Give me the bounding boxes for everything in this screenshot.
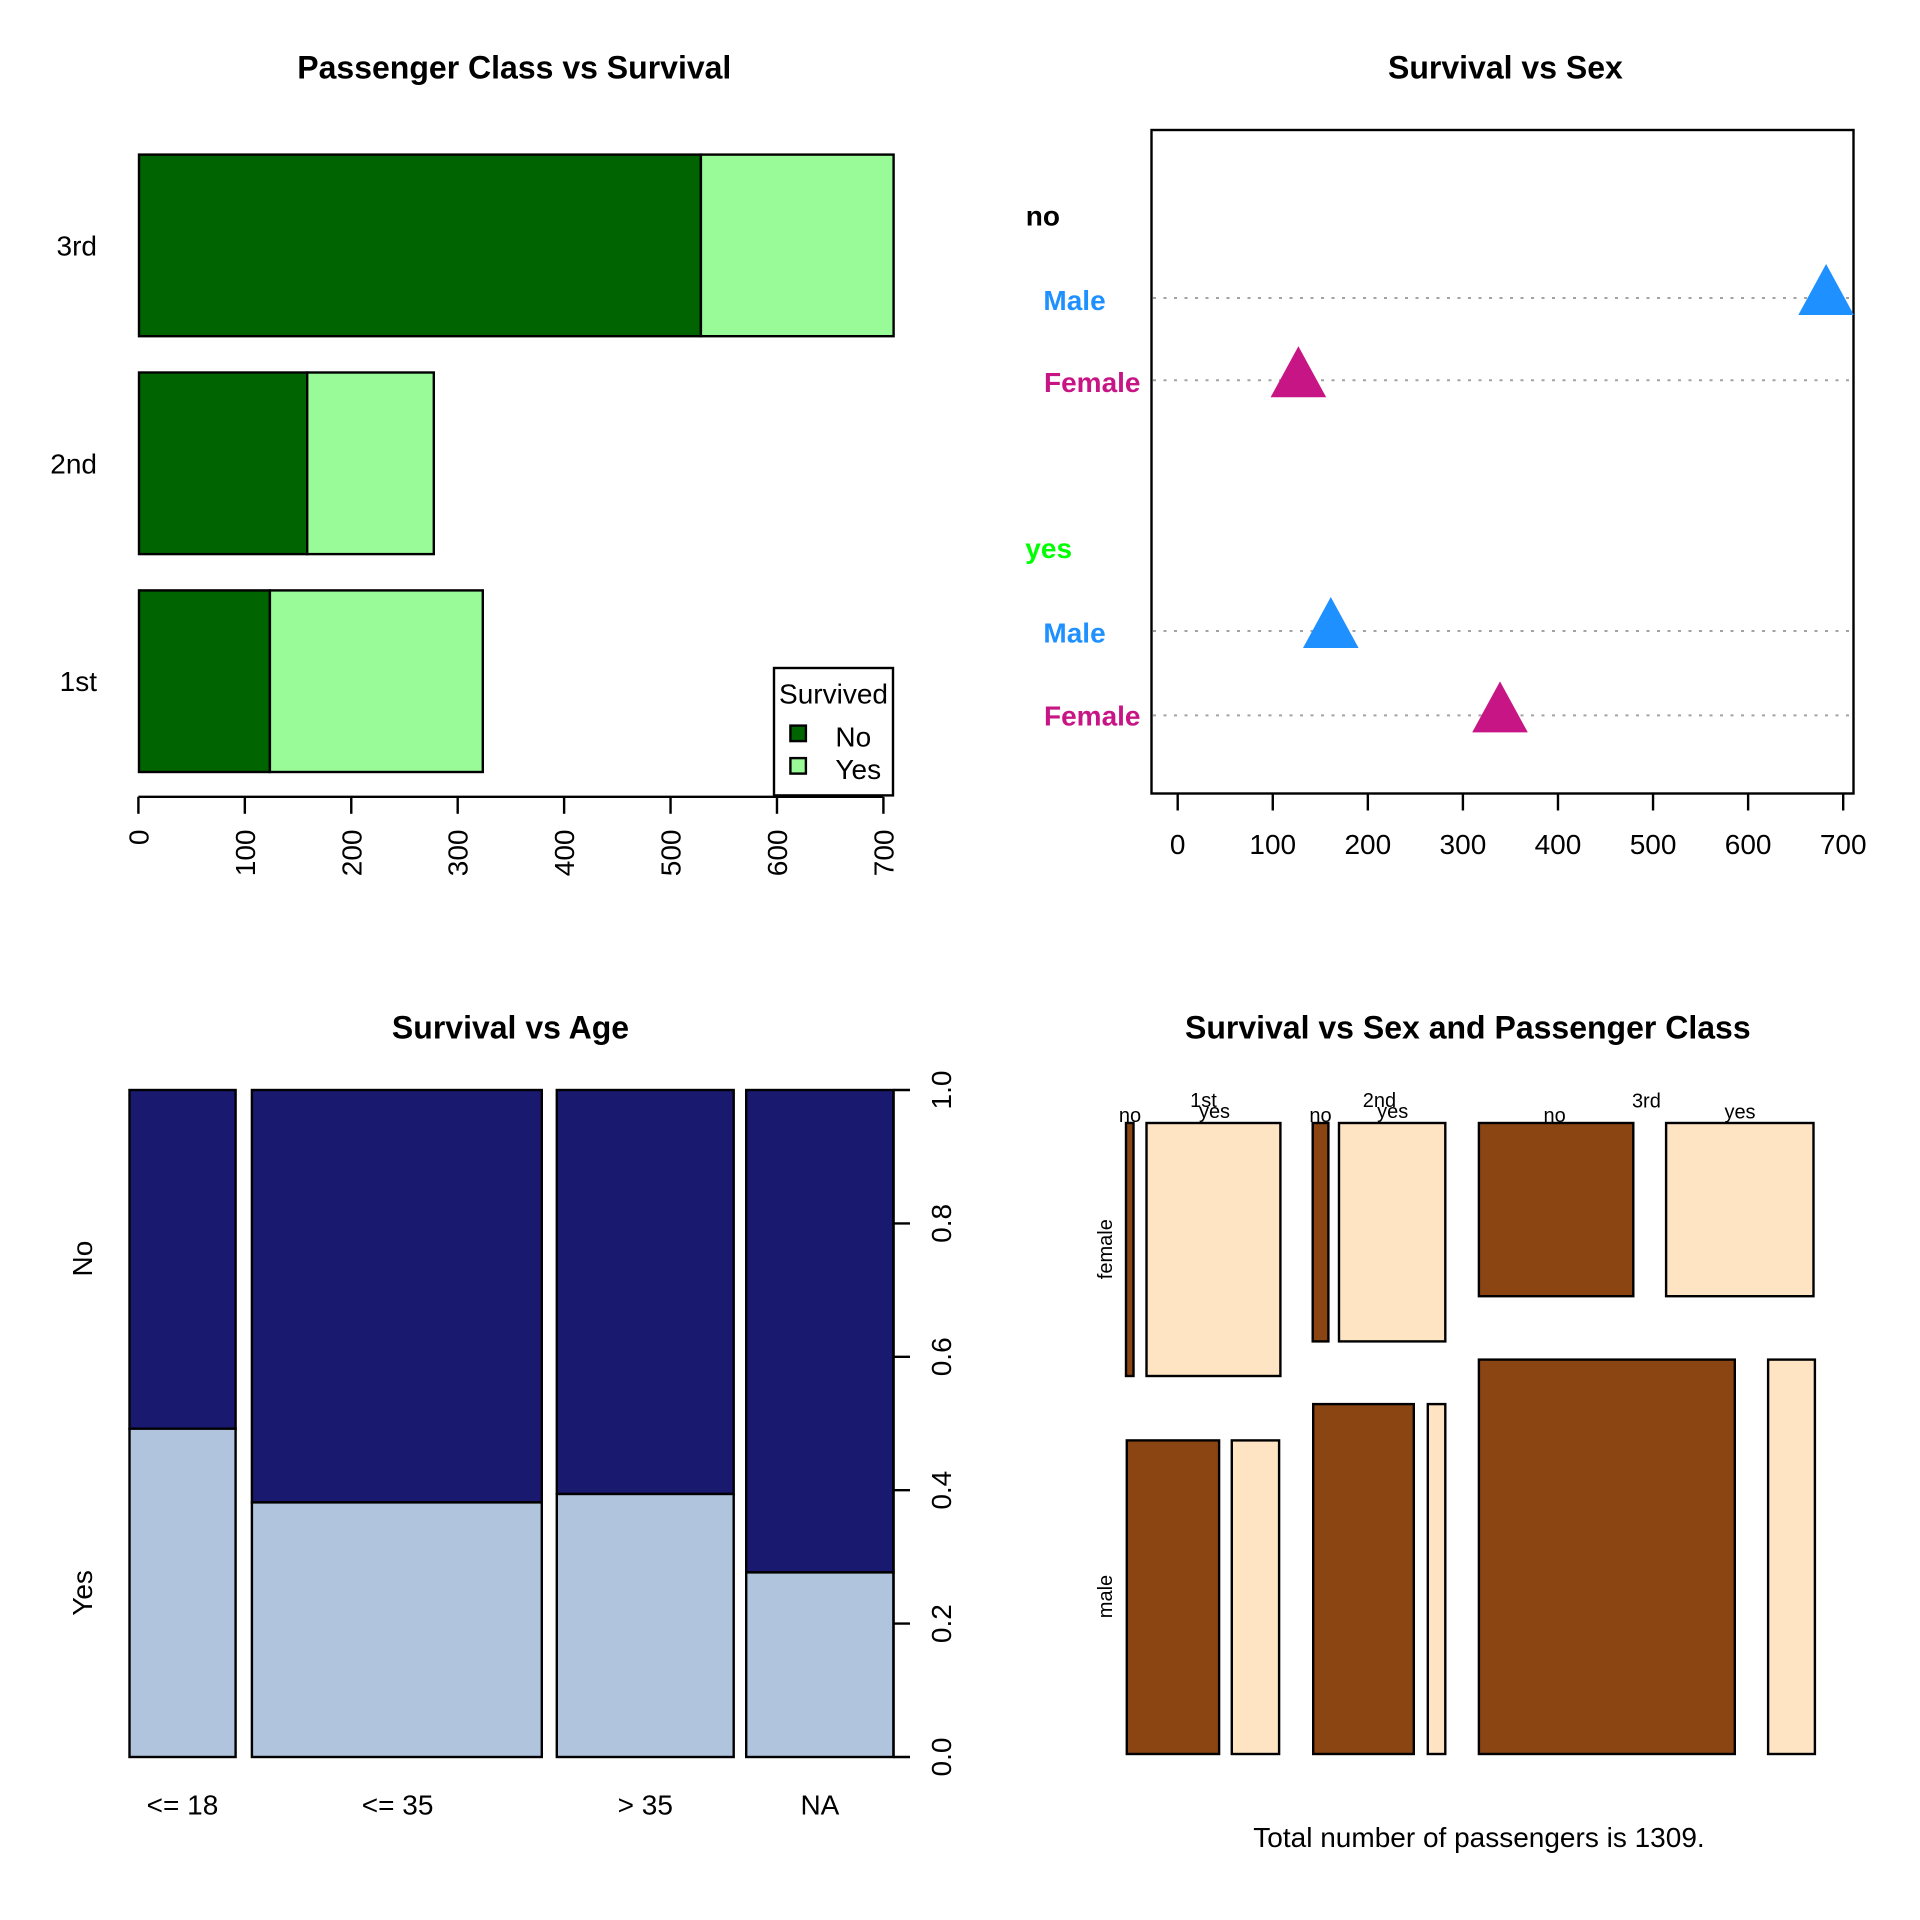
svg-text:100: 100 — [1249, 829, 1296, 860]
svg-text:Total number of passengers is: Total number of passengers is 1309. — [1253, 1822, 1704, 1853]
svg-text:> 35: > 35 — [618, 1789, 673, 1820]
svg-text:0.0: 0.0 — [926, 1738, 957, 1777]
svg-text:Male: Male — [1043, 618, 1105, 649]
svg-text:No: No — [67, 1241, 98, 1277]
svg-text:1.0: 1.0 — [926, 1071, 957, 1110]
svg-text:0.2: 0.2 — [926, 1604, 957, 1643]
svg-text:Passenger Class vs Survival: Passenger Class vs Survival — [297, 50, 731, 86]
svg-text:no: no — [1026, 201, 1060, 232]
svg-text:0.4: 0.4 — [926, 1471, 957, 1510]
svg-text:female: female — [1095, 1219, 1117, 1279]
svg-text:200: 200 — [1344, 829, 1391, 860]
svg-text:0: 0 — [1170, 829, 1186, 860]
svg-text:Male: Male — [1043, 285, 1105, 316]
svg-text:500: 500 — [1630, 829, 1677, 860]
svg-text:2nd: 2nd — [50, 448, 97, 479]
svg-text:Survival vs Age: Survival vs Age — [392, 1010, 629, 1046]
svg-text:male: male — [1095, 1575, 1117, 1618]
svg-text:no: no — [1309, 1105, 1331, 1127]
svg-text:Female: Female — [1044, 700, 1141, 731]
svg-text:no: no — [1119, 1105, 1141, 1127]
svg-text:yes: yes — [1025, 533, 1072, 564]
svg-text:1st: 1st — [60, 666, 98, 697]
svg-text:400: 400 — [549, 830, 580, 877]
svg-text:no: no — [1543, 1105, 1565, 1127]
svg-text:yes: yes — [1377, 1101, 1408, 1123]
svg-text:100: 100 — [230, 830, 261, 877]
svg-text:700: 700 — [1820, 829, 1867, 860]
svg-text:<= 18: <= 18 — [147, 1789, 219, 1820]
svg-text:500: 500 — [656, 830, 687, 877]
svg-text:0: 0 — [123, 830, 154, 846]
svg-text:600: 600 — [762, 830, 793, 877]
svg-text:NA: NA — [800, 1789, 839, 1820]
svg-text:3rd: 3rd — [1632, 1091, 1661, 1113]
svg-text:0.6: 0.6 — [926, 1337, 957, 1376]
svg-text:Yes: Yes — [835, 754, 881, 785]
svg-text:Survived: Survived — [779, 678, 888, 709]
svg-text:600: 600 — [1725, 829, 1772, 860]
svg-text:700: 700 — [868, 830, 899, 877]
svg-text:Female: Female — [1044, 367, 1141, 398]
svg-text:yes: yes — [1199, 1101, 1230, 1123]
svg-text:Yes: Yes — [67, 1570, 98, 1616]
svg-text:400: 400 — [1535, 829, 1582, 860]
svg-text:300: 300 — [1440, 829, 1487, 860]
svg-text:2nd: 2nd — [1363, 1090, 1396, 1112]
svg-text:200: 200 — [336, 830, 367, 877]
svg-text:yes: yes — [1724, 1102, 1755, 1124]
svg-text:No: No — [835, 722, 871, 753]
svg-text:300: 300 — [443, 830, 474, 877]
svg-text:<= 35: <= 35 — [362, 1789, 434, 1820]
svg-text:0.8: 0.8 — [926, 1204, 957, 1243]
svg-text:Survival vs Sex and Passenger: Survival vs Sex and Passenger Class — [1185, 1009, 1751, 1045]
svg-text:1st: 1st — [1190, 1090, 1217, 1112]
svg-text:Survival vs Sex: Survival vs Sex — [1388, 50, 1623, 86]
svg-text:3rd: 3rd — [57, 230, 97, 261]
